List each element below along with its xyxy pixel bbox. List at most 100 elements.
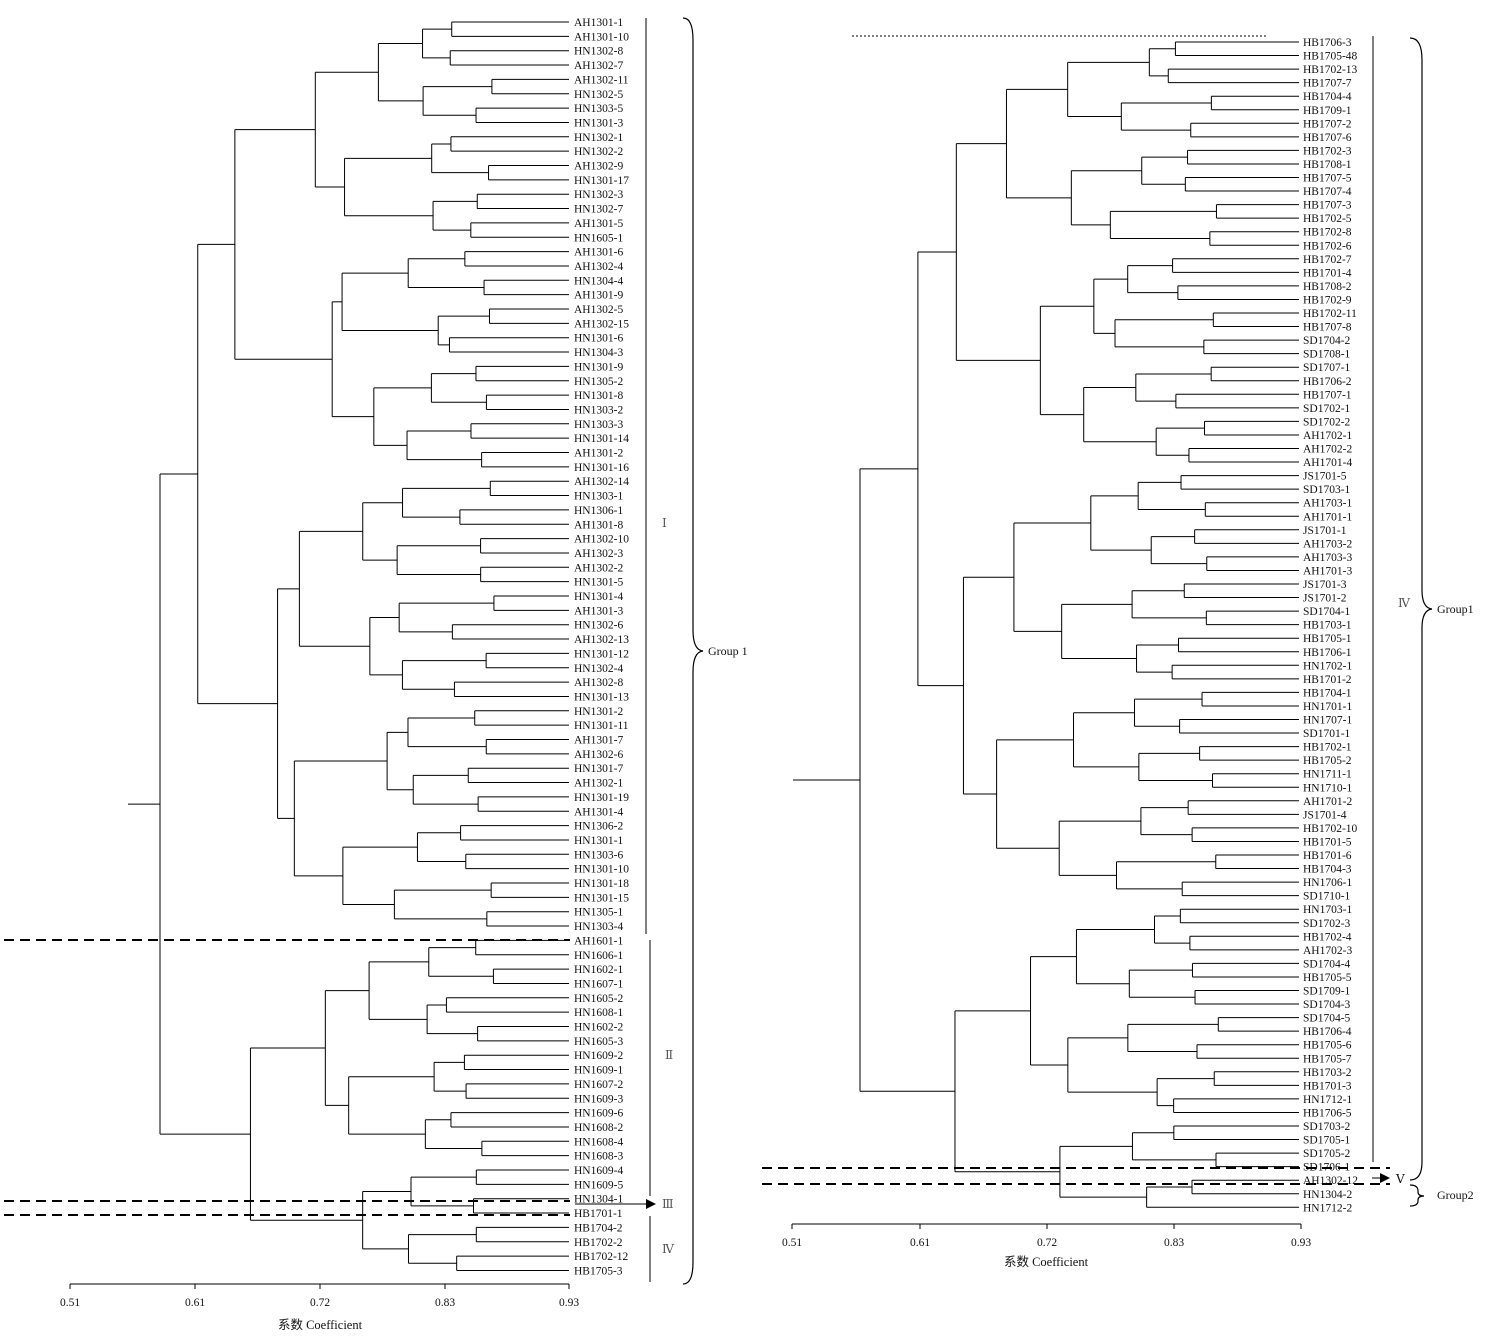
leaf-label: AH1302-5 (574, 304, 623, 316)
group-label-right-1: Group1 (1437, 602, 1474, 616)
leaf-label: HN1609-6 (574, 1108, 623, 1120)
leaf-label: SD1710-1 (1303, 891, 1351, 903)
leaf-label: AH1701-2 (1303, 796, 1352, 808)
leaf-label: AH1301-1 (574, 17, 623, 29)
leaf-label: HB1701-4 (1303, 267, 1352, 279)
leaf-label: SD1703-1 (1303, 484, 1351, 496)
leaf-label: HN1303-2 (574, 404, 623, 416)
leaf-label: HB1704-2 (574, 1222, 623, 1234)
leaf-label: HN1301-16 (574, 462, 629, 474)
leaf-label: HB1705-5 (1303, 972, 1352, 984)
leaf-label: HN1301-17 (574, 175, 629, 187)
left-cluster-separators (4, 939, 570, 1216)
leaf-label: AH1701-3 (1303, 566, 1352, 578)
left-x-axis: 0.51 0.61 0.72 0.83 0.93 系数 Coefficient (60, 1283, 579, 1332)
brace-icon (1409, 1184, 1425, 1207)
leaf-label: AH1302-4 (574, 261, 623, 273)
leaf-label: AH1601-1 (574, 935, 623, 947)
left-leaf-labels: AH1301-1 AH1301-10 HN1302-8 AH1302-7 AH1302-… (574, 17, 629, 1278)
leaf-label: HN1605-1 (574, 232, 623, 244)
leaf-label: AH1302-1 (574, 778, 623, 790)
leaf-label: HB1704-3 (1303, 864, 1352, 876)
leaf-label: HB1701-2 (1303, 674, 1352, 686)
leaf-label: HN1302-5 (574, 89, 623, 101)
leaf-label: HN1607-2 (574, 1079, 623, 1091)
leaf-label: AH1301-10 (574, 31, 629, 43)
leaf-label: HN1303-5 (574, 103, 623, 115)
leaf-label: HB1702-8 (1303, 227, 1352, 239)
leaf-label: HN1301-9 (574, 361, 623, 373)
left-dendrogram (128, 21, 569, 1271)
right-x-axis: 0.51 0.61 0.72 0.83 0.93 系数 Coefficient (782, 1223, 1311, 1269)
leaf-label: HB1701-1 (574, 1208, 623, 1220)
right-dendrogram (793, 41, 1299, 1208)
leaf-label: HB1702-7 (1303, 254, 1352, 266)
leaf-label: HN1707-1 (1303, 715, 1352, 727)
leaf-label: HB1706-3 (1303, 37, 1352, 49)
group-label-right-2: Group2 (1437, 1188, 1474, 1202)
leaf-label: HB1704-1 (1303, 687, 1352, 699)
leaf-label: AH1703-1 (1303, 498, 1352, 510)
leaf-label: HN1305-2 (574, 376, 623, 388)
leaf-label: HN1302-8 (574, 46, 623, 58)
leaf-label: HB1705-7 (1303, 1053, 1352, 1065)
leaf-label: HN1701-1 (1303, 701, 1352, 713)
leaf-label: JS1701-5 (1303, 471, 1347, 483)
leaf-label: HN1608-3 (574, 1151, 623, 1163)
right-tick-label: 0.51 (782, 1237, 802, 1249)
brace-icon (682, 17, 704, 1285)
leaf-label: HB1707-2 (1303, 118, 1352, 130)
leaf-label: HN1301-5 (574, 577, 623, 589)
leaf-label: AH1702-3 (1303, 945, 1352, 957)
leaf-label: AH1302-15 (574, 318, 629, 330)
leaf-label: HB1706-4 (1303, 1026, 1352, 1038)
leaf-label: HN1301-12 (574, 648, 629, 660)
leaf-label: JS1701-1 (1303, 525, 1347, 537)
leaf-label: HN1304-3 (574, 347, 623, 359)
leaf-label: HN1302-1 (574, 132, 623, 144)
right-axis-title: 系数 Coefficient (1004, 1254, 1089, 1269)
leaf-label: HN1606-1 (574, 950, 623, 962)
cluster-label-V: Ⅴ (1395, 1172, 1405, 1186)
leaf-label: SD1703-2 (1303, 1121, 1351, 1133)
leaf-label: HB1707-6 (1303, 132, 1352, 144)
leaf-label: AH1302-12 (1303, 1175, 1358, 1187)
leaf-label: SD1704-5 (1303, 1013, 1351, 1025)
leaf-label: HN1303-6 (574, 849, 623, 861)
leaf-label: HN1702-1 (1303, 660, 1352, 672)
leaf-label: HN1605-3 (574, 1036, 623, 1048)
leaf-label: HN1608-1 (574, 1007, 623, 1019)
leaf-label: HN1306-2 (574, 821, 623, 833)
leaf-label: AH1703-2 (1303, 538, 1352, 550)
leaf-label: HB1707-8 (1303, 322, 1352, 334)
leaf-label: AH1302-9 (574, 161, 623, 173)
leaf-label: SD1704-3 (1303, 999, 1351, 1011)
cluster-label-IV: Ⅳ (662, 1242, 675, 1256)
leaf-label: HB1706-2 (1303, 376, 1352, 388)
leaf-label: HB1705-3 (574, 1266, 623, 1278)
leaf-label: JS1701-3 (1303, 579, 1347, 591)
leaf-label: AH1301-8 (574, 519, 623, 531)
leaf-label: HB1705-1 (1303, 633, 1352, 645)
leaf-label: HB1705-2 (1303, 755, 1352, 767)
cluster-label-IV-right: Ⅳ (1398, 596, 1411, 610)
right-tick-label: 0.93 (1291, 1237, 1311, 1249)
leaf-label: HN1303-1 (574, 491, 623, 503)
right-cluster-separators (762, 1167, 1390, 1185)
leaf-label: HB1702-6 (1303, 240, 1352, 252)
leaf-label: HN1609-3 (574, 1093, 623, 1105)
left-tick-label: 0.51 (60, 1297, 80, 1309)
leaf-label: HN1302-4 (574, 663, 623, 675)
left-axis-title: 系数 Coefficient (278, 1317, 363, 1332)
leaf-label: HN1301-14 (574, 433, 629, 445)
leaf-label: JS1701-4 (1303, 809, 1347, 821)
leaf-label: HB1703-1 (1303, 620, 1352, 632)
leaf-label: HN1609-5 (574, 1179, 623, 1191)
leaf-label: AH1701-1 (1303, 511, 1352, 523)
leaf-label: HN1706-1 (1303, 877, 1352, 889)
leaf-label: HB1702-3 (1303, 145, 1352, 157)
leaf-label: HN1302-3 (574, 189, 623, 201)
leaf-label: HN1303-4 (574, 921, 623, 933)
right-tick-label: 0.83 (1164, 1237, 1184, 1249)
leaf-label: HB1706-5 (1303, 1108, 1352, 1120)
